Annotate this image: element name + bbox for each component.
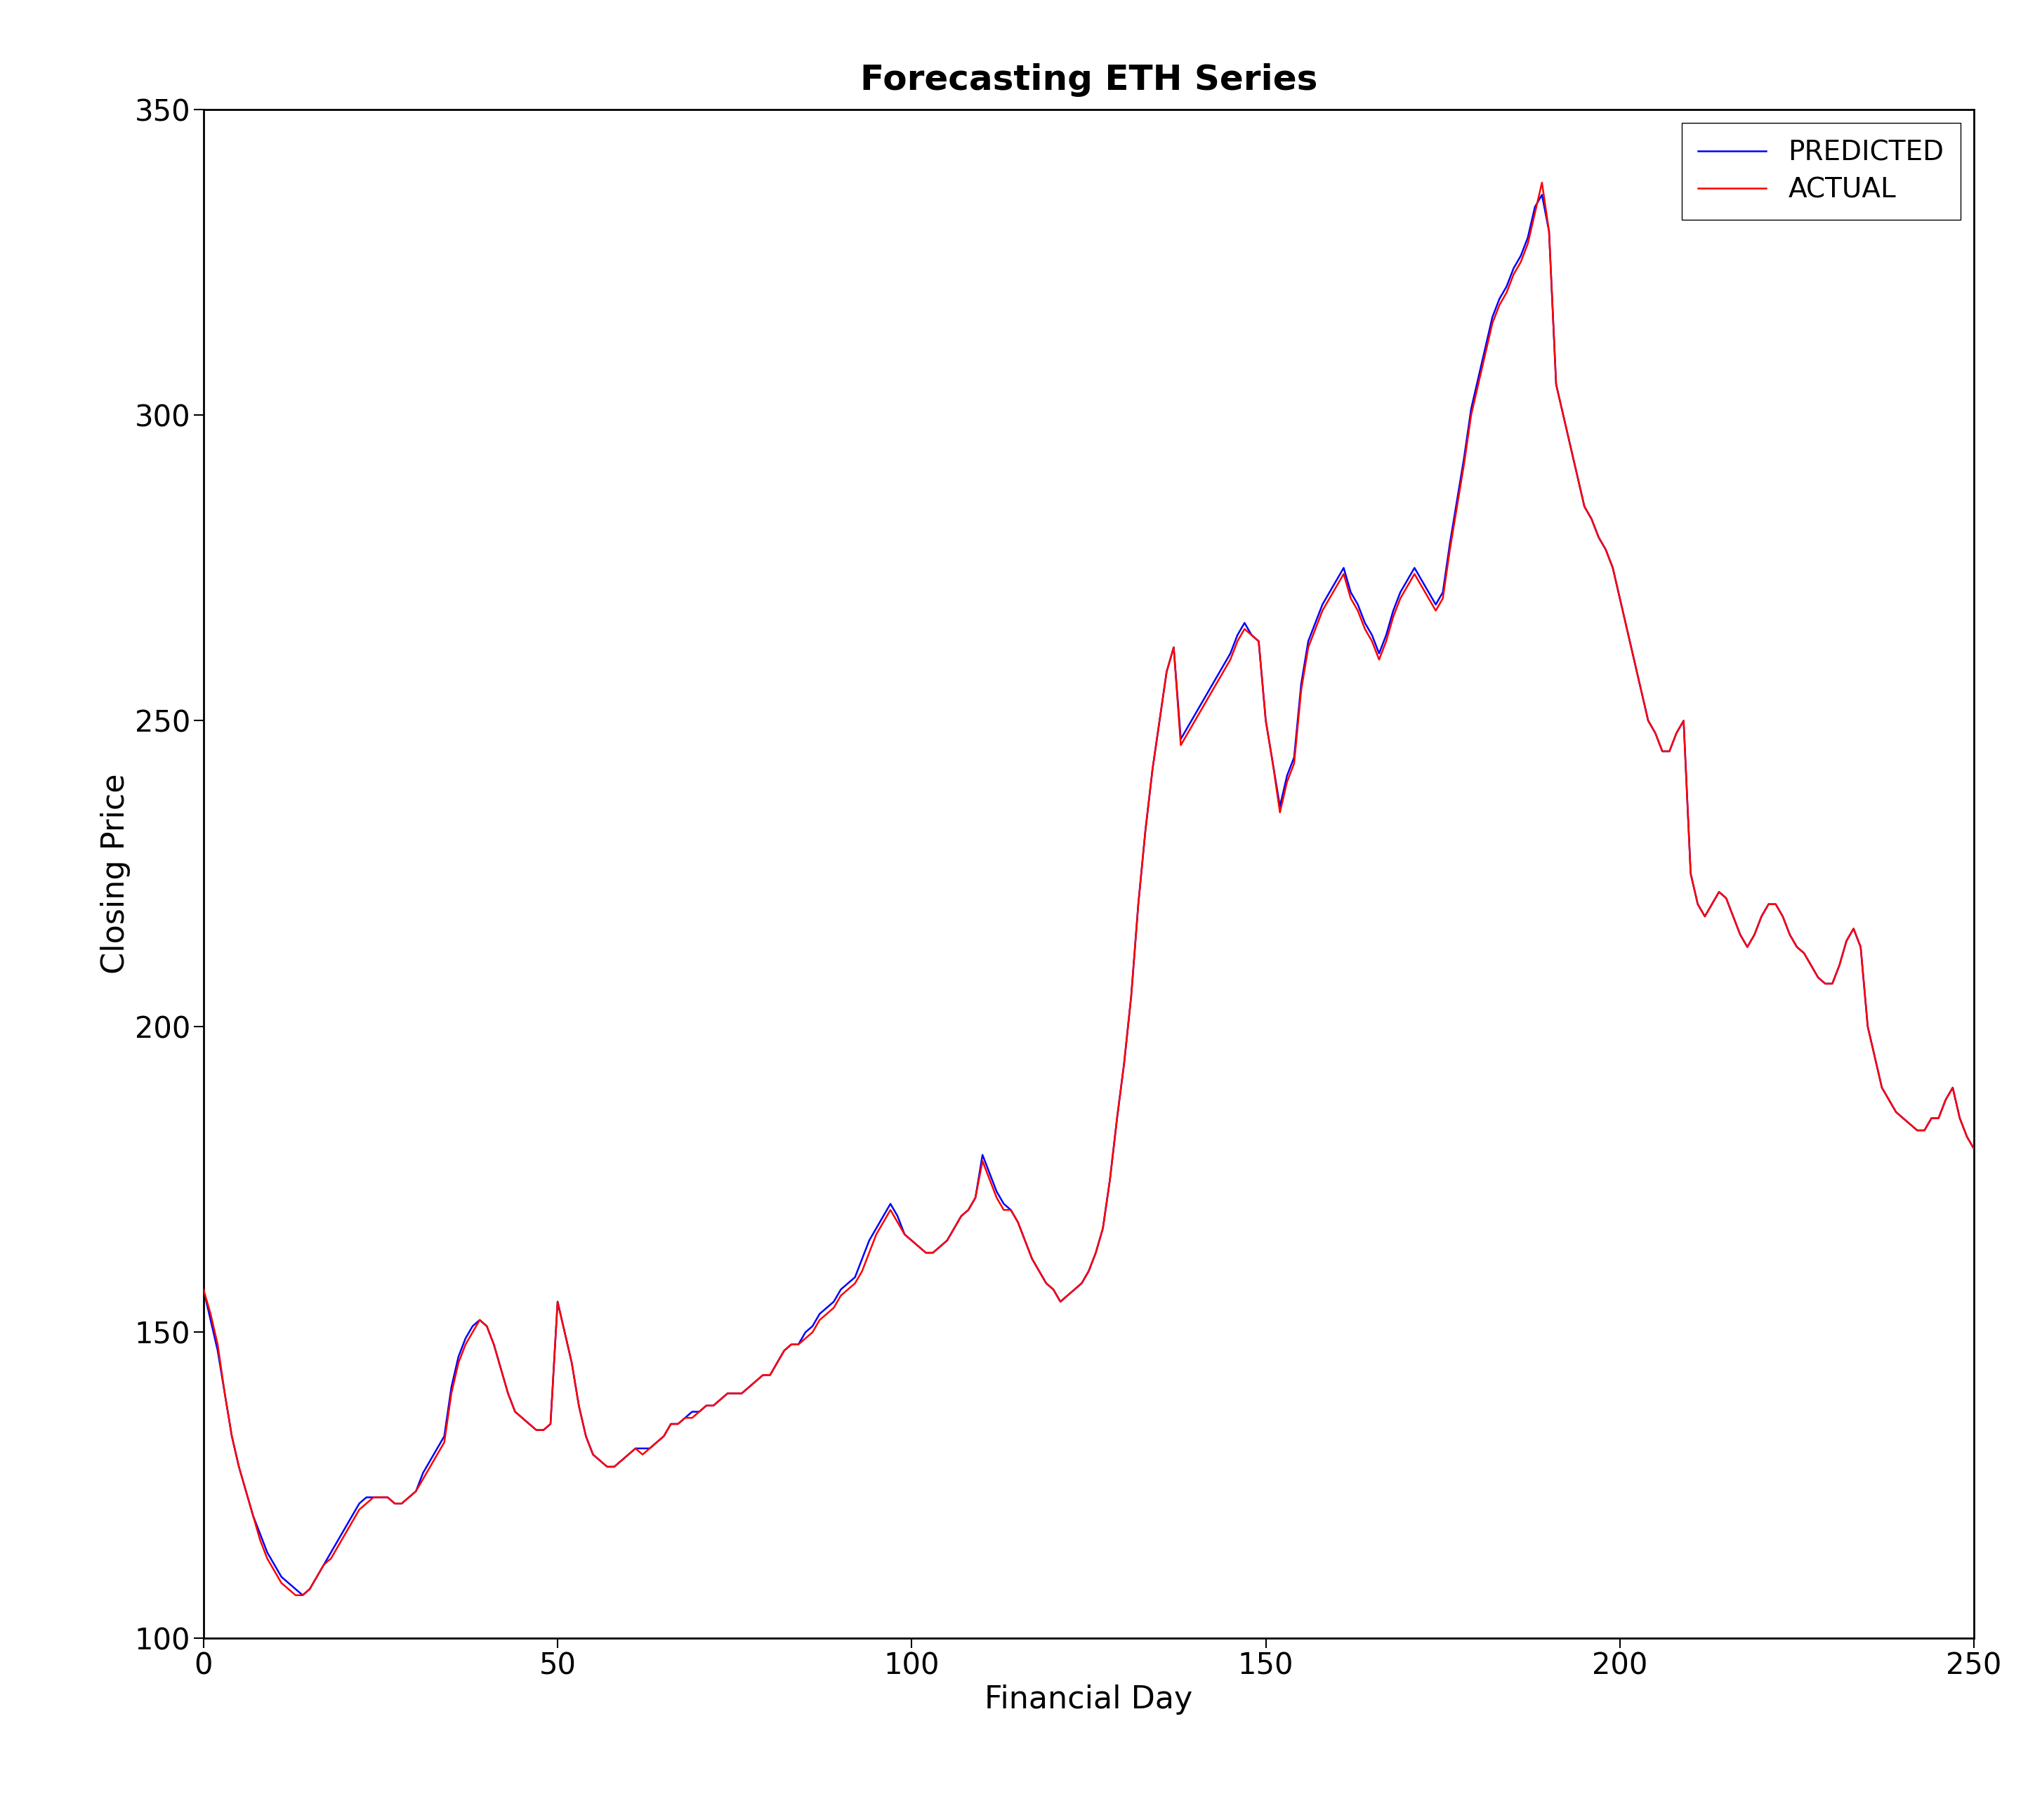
PREDICTED	[1962, 1138, 1986, 1159]
Line: PREDICTED: PREDICTED	[204, 195, 1974, 1594]
Line: ACTUAL: ACTUAL	[204, 182, 1974, 1594]
ACTUAL	[1962, 1138, 1986, 1159]
PREDICTED	[1268, 795, 1292, 817]
ACTUAL	[191, 1278, 216, 1299]
PREDICTED	[1005, 1212, 1030, 1234]
X-axis label: Financial Day: Financial Day	[985, 1685, 1193, 1714]
Y-axis label: Closing Price: Closing Price	[100, 774, 130, 974]
ACTUAL	[1396, 575, 1420, 597]
ACTUAL	[1530, 171, 1555, 193]
PREDICTED	[1536, 220, 1561, 242]
ACTUAL	[1247, 630, 1272, 652]
ACTUAL	[283, 1583, 307, 1605]
Legend: PREDICTED, ACTUAL: PREDICTED, ACTUAL	[1681, 124, 1960, 220]
PREDICTED	[1247, 630, 1272, 652]
PREDICTED	[1530, 184, 1555, 206]
PREDICTED	[1396, 570, 1420, 592]
PREDICTED	[893, 1223, 918, 1245]
ACTUAL	[893, 1223, 918, 1245]
PREDICTED	[291, 1583, 315, 1605]
Title: Forecasting ETH Series: Forecasting ETH Series	[861, 64, 1317, 96]
ACTUAL	[1005, 1212, 1030, 1234]
ACTUAL	[1536, 220, 1561, 242]
ACTUAL	[1268, 801, 1292, 823]
PREDICTED	[191, 1278, 216, 1299]
